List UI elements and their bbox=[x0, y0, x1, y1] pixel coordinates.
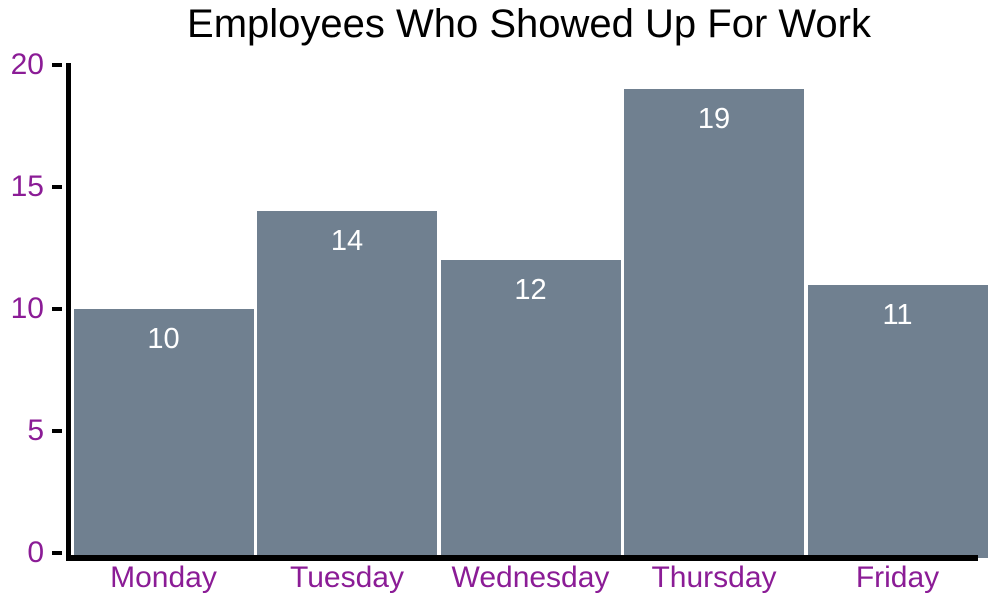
y-tick-mark bbox=[52, 551, 62, 555]
bar-value-label: 10 bbox=[147, 323, 180, 355]
bar-tuesday bbox=[257, 211, 437, 558]
y-tick-mark bbox=[52, 63, 62, 67]
bar-value-label: 14 bbox=[330, 225, 364, 258]
bar-wednesday bbox=[440, 260, 621, 558]
y-tick-label: 10 bbox=[10, 292, 44, 325]
x-tick-label-monday: Monday bbox=[110, 561, 217, 594]
bar-friday bbox=[807, 284, 988, 558]
bar-value-label: 11 bbox=[882, 298, 913, 331]
y-tick-mark bbox=[52, 429, 62, 433]
y-tick-label: 15 bbox=[10, 170, 44, 203]
y-tick-label: 20 bbox=[10, 48, 44, 81]
y-tick-label: 0 bbox=[27, 536, 44, 569]
bar-monday bbox=[73, 309, 254, 558]
y-tick-mark bbox=[52, 307, 62, 311]
x-tick-label-friday: Friday bbox=[855, 561, 940, 594]
y-axis-spine bbox=[66, 63, 71, 561]
bar-value-label: 12 bbox=[514, 274, 547, 307]
bar-value-label: 19 bbox=[697, 103, 731, 136]
x-tick-label-tuesday: Tuesday bbox=[290, 561, 404, 594]
y-tick-label: 5 bbox=[27, 414, 44, 447]
x-axis-line bbox=[66, 555, 978, 561]
bar-thursday bbox=[624, 89, 804, 558]
x-tick-label-thursday: Thursday bbox=[651, 561, 777, 594]
y-tick-mark bbox=[52, 185, 62, 189]
x-tick-label-wednesday: Wednesday bbox=[451, 561, 610, 594]
chart-title: Employees Who Showed Up For Work bbox=[187, 2, 871, 46]
